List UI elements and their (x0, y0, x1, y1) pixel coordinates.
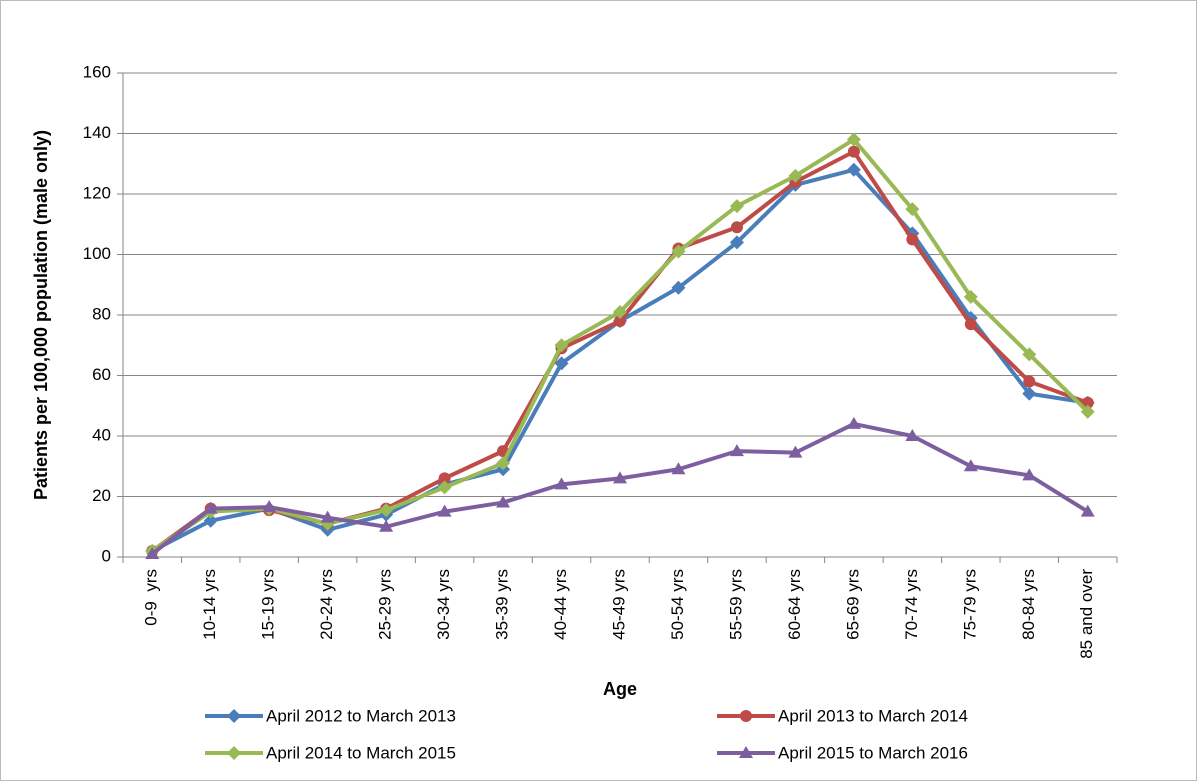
marker (788, 168, 803, 183)
marker (729, 199, 744, 214)
marker (437, 480, 452, 495)
marker (203, 513, 218, 528)
marker (671, 462, 686, 475)
x-tick-label: 35-39 yrs (493, 569, 512, 640)
x-tick-label: 15-19 yrs (259, 569, 278, 640)
marker (906, 233, 919, 246)
marker (262, 500, 277, 513)
marker (846, 132, 861, 147)
x-tick-label: 80-84 yrs (1019, 569, 1038, 640)
marker (846, 162, 861, 177)
legend-marker (739, 746, 753, 758)
marker (847, 145, 860, 158)
y-tick-label: 140 (83, 123, 111, 142)
marker (320, 510, 335, 523)
x-tick-label: 10-14 yrs (200, 569, 219, 640)
x-tick-label: 0-9 yrs (142, 569, 161, 626)
x-tick-label: 20-24 yrs (317, 569, 336, 640)
x-tick-label: 50-54 yrs (668, 569, 687, 640)
legend-marker (227, 746, 241, 760)
marker (963, 289, 978, 304)
marker (730, 221, 743, 234)
marker (437, 504, 452, 517)
marker (671, 280, 686, 295)
legend-label: April 2014 to March 2015 (266, 743, 456, 762)
marker (438, 472, 451, 485)
x-tick-label: 45-49 yrs (609, 569, 628, 640)
x-tick-label: 30-34 yrs (434, 569, 453, 640)
marker (846, 416, 861, 429)
x-tick-label: 75-79 yrs (960, 569, 979, 640)
marker (1022, 386, 1037, 401)
y-tick-label: 80 (92, 304, 111, 323)
marker (496, 456, 511, 471)
marker (614, 315, 626, 328)
x-axis-title: Age (603, 679, 637, 699)
legend-label: April 2015 to March 2016 (778, 743, 968, 762)
marker (613, 304, 627, 319)
legend-label: April 2012 to March 2013 (266, 706, 456, 725)
marker (379, 519, 394, 532)
marker (613, 471, 627, 484)
marker (729, 235, 744, 250)
marker (671, 244, 686, 259)
x-tick-label: 40-44 yrs (551, 569, 570, 640)
y-tick-label: 160 (83, 62, 111, 81)
marker (788, 445, 803, 458)
y-axis-title: Patients per 100,000 population (male on… (31, 130, 51, 500)
legend-marker (740, 710, 752, 722)
marker (905, 429, 920, 441)
marker (554, 477, 569, 490)
marker (554, 338, 569, 353)
marker (145, 546, 160, 559)
y-tick-label: 40 (92, 425, 111, 444)
y-tick-label: 0 (102, 546, 111, 565)
marker (1022, 468, 1037, 481)
marker (963, 459, 978, 472)
x-tick-label: 25-29 yrs (376, 569, 395, 640)
marker (1081, 396, 1094, 409)
marker (379, 503, 394, 518)
marker (964, 318, 977, 331)
legend-marker (227, 709, 241, 723)
y-tick-label: 100 (83, 244, 111, 263)
marker (554, 356, 569, 371)
marker (1080, 404, 1095, 419)
legend-label: April 2013 to March 2014 (778, 706, 968, 725)
x-tick-label: 55-59 yrs (726, 569, 745, 640)
x-tick-label: 60-64 yrs (785, 569, 804, 640)
x-tick-label: 65-69 yrs (843, 569, 862, 640)
y-tick-label: 20 (92, 486, 111, 505)
marker (1022, 347, 1037, 362)
y-tick-label: 60 (92, 365, 111, 384)
marker (203, 501, 218, 514)
marker (1023, 375, 1036, 388)
marker (729, 444, 744, 457)
marker (905, 202, 920, 217)
x-tick-label: 70-74 yrs (902, 569, 921, 640)
marker (496, 495, 511, 508)
x-tick-label: 85 and over (1077, 569, 1096, 659)
y-tick-label: 120 (83, 183, 111, 202)
marker (1080, 504, 1095, 517)
